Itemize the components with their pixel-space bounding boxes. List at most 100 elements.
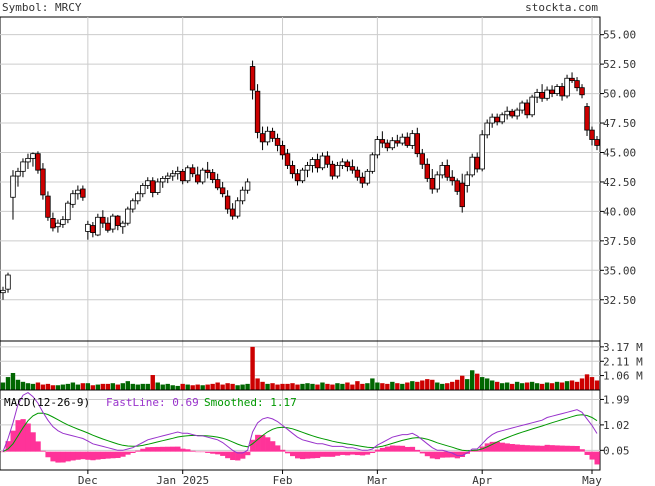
candle [284,148,291,169]
volume-bar [295,384,300,390]
candle-body [304,165,311,171]
candle [299,167,306,184]
volume-tick-label: 3.17 M [603,341,643,354]
macd-histogram-bar [339,451,346,455]
candle [60,216,66,228]
macd-panel-frame [0,389,601,471]
volume-gridlines [0,346,600,377]
candle [374,135,381,159]
candle [579,84,585,99]
volume-bar [145,383,150,390]
candle [349,159,356,174]
candle-body [574,80,580,89]
macd-histogram-bar [190,450,196,452]
candle [120,220,126,234]
candle-body [120,222,126,228]
candle-body [404,136,411,146]
volume-bar [235,385,240,390]
candle-body [70,193,76,205]
candle [279,140,286,160]
price-tick-label: 37.50 [603,235,636,248]
candle [224,190,231,214]
candle-body [509,110,515,117]
candle-body [284,153,291,166]
macd-histogram-bar [110,451,116,459]
candle [269,127,276,142]
volume-bar [370,378,375,390]
macd-fastline-label: FastLine: 0.69 [106,396,199,409]
macd-histogram-bar [280,449,286,452]
candle [40,163,46,200]
candle-body [20,161,26,172]
volume-tick-label: 2.11 M [603,355,643,368]
macd-histogram-bar [10,430,16,452]
volume-bar [115,384,121,390]
macd-histogram-bar [354,451,361,456]
volume-bar [260,381,265,390]
candle [209,168,216,184]
macd-histogram-bar [230,451,236,461]
candle-body [354,169,361,178]
macd-histogram-bar [5,441,11,452]
candle [574,77,580,92]
candle [444,159,450,181]
candle-body [549,89,555,94]
macd-histogram-bar [95,451,101,460]
candle-body [25,157,31,163]
macd-histogram-bar [65,451,71,462]
macd-histogram-bar [170,446,176,452]
macd-histogram-bar [75,451,81,460]
volume-bar [205,384,210,390]
candle-body [224,195,231,210]
candle-body [115,215,121,226]
candle-body [189,167,196,175]
candle [324,151,331,168]
candle-body [199,169,206,183]
candle-body [384,142,391,149]
volume-bar [315,384,320,390]
volume-bar [30,383,36,390]
candle [115,214,121,231]
volume-bar [270,383,275,390]
candle-body [80,188,86,198]
price-panel: 55.00 52.50 50.00 47.50 45.00 42.50 40.00 37.50… [0,16,636,470]
macd-histogram-bar [569,445,575,452]
candle [424,158,430,182]
macd-histogram-bar [25,423,31,452]
macd-histogram-bar [509,444,515,452]
candle-body [329,163,336,177]
candle [434,171,440,193]
candle-body [239,189,246,202]
macd-histogram-bar [20,419,26,452]
macd-histogram-bar [364,451,371,455]
macd-histogram-bar [55,451,61,463]
candle [70,190,76,208]
candle-body [254,90,261,133]
candle [189,164,196,178]
candle-body [85,223,91,232]
macd-smoothed-line [2,412,598,453]
macd-histogram-bar [260,435,266,452]
volume-bar [170,385,175,390]
volume-bar [325,383,330,390]
candle-body [0,289,6,294]
macd-histogram-bar [344,451,351,456]
macd-histogram-bar [474,450,480,452]
price-tick-label: 52.50 [603,58,636,71]
volume-bar [494,381,500,390]
candle-body [514,109,520,117]
volume-bar [425,379,430,390]
volume-bar [415,381,420,390]
candle-body [264,130,271,143]
volume-bar [70,382,76,390]
volume-bar [215,382,220,390]
candle-body [110,215,116,230]
x-tick-label: Feb [273,474,293,486]
volume-bar [275,384,280,390]
macd-fast-line [2,392,598,457]
volume-bar [489,380,495,390]
macd-histogram-bar [459,451,466,457]
candle [35,151,41,174]
macd-histogram-bar [30,432,36,452]
